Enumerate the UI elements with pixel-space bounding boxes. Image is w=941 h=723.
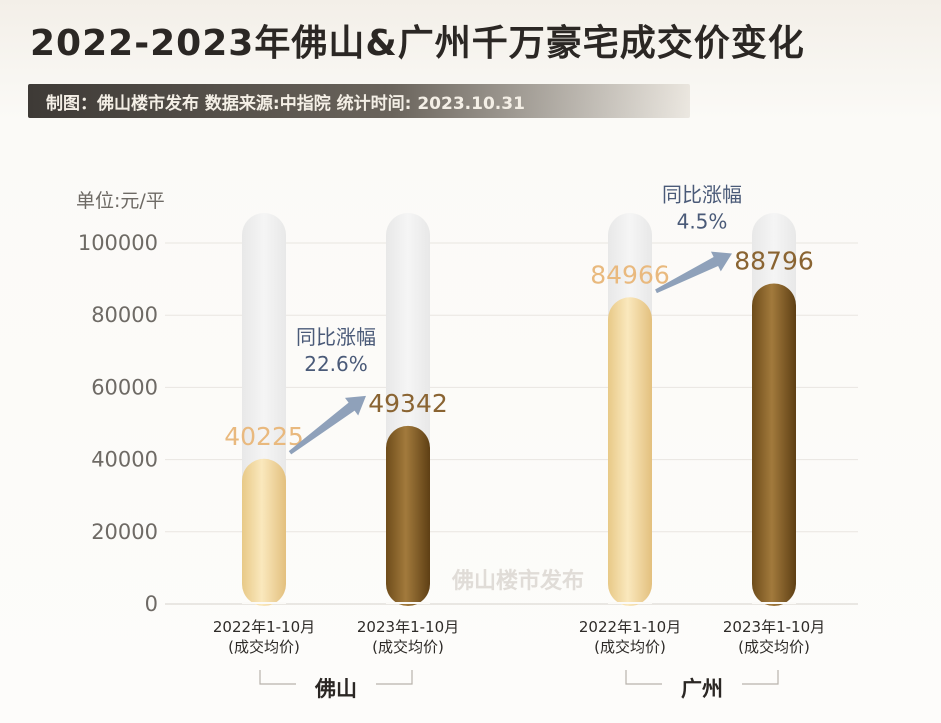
x-tick-label: 2023年1-10月 bbox=[723, 618, 825, 636]
bars bbox=[242, 213, 796, 606]
chart-title: 2022-2023年佛山&广州千万豪宅成交价变化 bbox=[30, 23, 805, 64]
group-label: 广州 bbox=[681, 677, 723, 701]
data-label: 49342 bbox=[368, 389, 448, 418]
growth-arrow bbox=[655, 251, 732, 294]
bar-baseline bbox=[608, 602, 652, 604]
y-tick-label: 0 bbox=[145, 592, 158, 616]
watermark: 佛山楼市发布 bbox=[451, 568, 584, 594]
group-label: 佛山 bbox=[314, 677, 357, 701]
data-label: 84966 bbox=[590, 260, 670, 289]
growth-value: 4.5% bbox=[677, 209, 728, 233]
growth-value: 22.6% bbox=[304, 352, 368, 376]
x-tick-sublabel: (成交均价) bbox=[372, 638, 444, 656]
bar bbox=[386, 425, 430, 606]
subtitle-bar bbox=[28, 84, 690, 118]
y-tick-label: 40000 bbox=[91, 448, 158, 472]
data-label: 40225 bbox=[224, 422, 304, 451]
growth-label: 同比涨幅 bbox=[662, 182, 742, 206]
bar bbox=[752, 283, 796, 606]
x-tick-label: 2022年1-10月 bbox=[213, 618, 315, 636]
x-tick-sublabel: (成交均价) bbox=[594, 638, 666, 656]
data-label: 88796 bbox=[734, 246, 814, 275]
x-tick-sublabel: (成交均价) bbox=[228, 638, 300, 656]
group-bracket bbox=[259, 670, 413, 685]
y-axis-unit-label: 单位:元/平 bbox=[76, 190, 165, 212]
group-bracket bbox=[625, 670, 779, 685]
bar-baseline bbox=[386, 602, 430, 604]
y-tick-label: 60000 bbox=[91, 375, 158, 399]
x-tick-sublabel: (成交均价) bbox=[738, 638, 810, 656]
y-tick-label: 20000 bbox=[91, 520, 158, 544]
bar-baseline bbox=[752, 602, 796, 604]
growth-arrow bbox=[288, 395, 366, 455]
x-axis-labels: 40225 2022年1-10月 (成交均价) 49342 2023年1-10月 (成交均… bbox=[213, 182, 825, 701]
y-axis-ticks: 0 20000 40000 60000 80000 100000 bbox=[78, 231, 158, 616]
y-tick-label: 80000 bbox=[91, 303, 158, 327]
x-tick-label: 2023年1-10月 bbox=[357, 618, 459, 636]
bar-baseline bbox=[242, 602, 286, 604]
bar bbox=[242, 458, 286, 606]
bar bbox=[608, 297, 652, 606]
y-tick-label: 100000 bbox=[78, 231, 158, 255]
x-tick-label: 2022年1-10月 bbox=[579, 618, 681, 636]
growth-label: 同比涨幅 bbox=[296, 325, 376, 349]
subtitle: 制图：佛山楼市发布 数据来源:中指院 统计时间: 2023.10.31 bbox=[46, 94, 525, 114]
